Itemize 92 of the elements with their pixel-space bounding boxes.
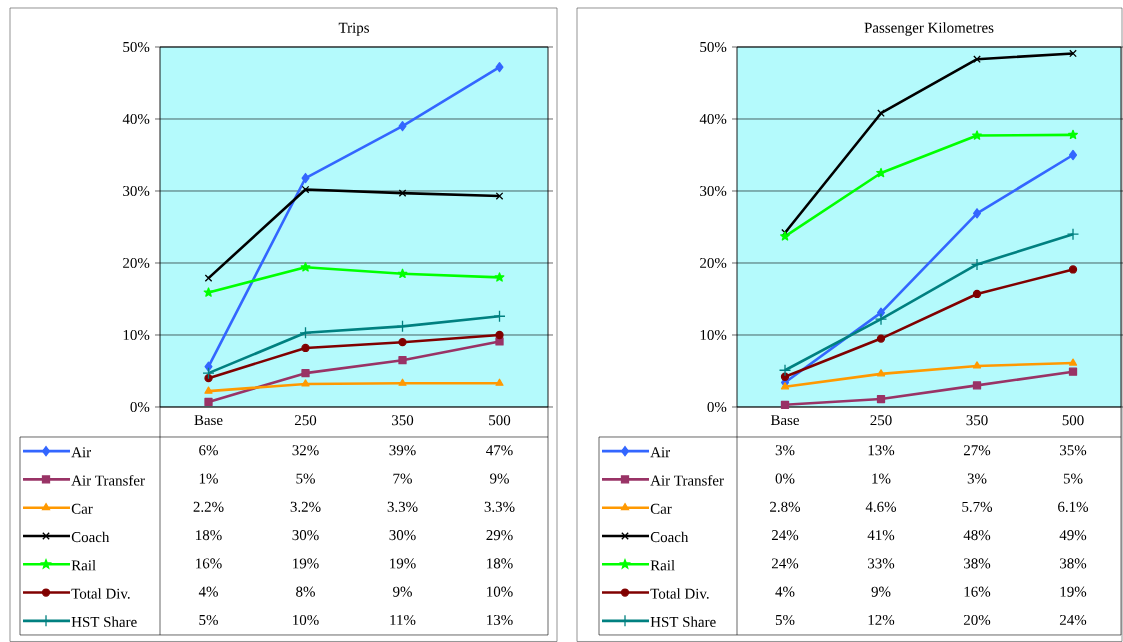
data-label: 41% xyxy=(867,530,895,541)
data-label: 20% xyxy=(963,614,991,626)
data-label: 19% xyxy=(390,558,416,569)
data-label: 49% xyxy=(1059,530,1087,541)
legend-label: Coach xyxy=(650,531,689,543)
data-label: 35% xyxy=(1060,445,1087,456)
legend-label: Total Div. xyxy=(650,588,709,599)
legend-label: HST Share xyxy=(650,616,716,627)
x-tick-label: 350 xyxy=(966,415,988,426)
data-label: 6% xyxy=(199,445,218,456)
data-label: 9% xyxy=(393,586,412,597)
data-label: 24% xyxy=(771,558,799,569)
data-label: 3.2% xyxy=(290,501,321,512)
legend-label: Rail xyxy=(650,559,675,571)
y-tick-label: 30% xyxy=(123,185,150,197)
data-label: 2.8% xyxy=(770,501,801,512)
y-tick-label: 30% xyxy=(700,185,727,197)
data-label: 9% xyxy=(871,586,891,597)
data-label: 38% xyxy=(1060,558,1087,569)
y-tick-label: 10% xyxy=(123,329,150,341)
data-label: 1% xyxy=(199,473,218,484)
data-label: 16% xyxy=(196,558,222,569)
y-tick-label: 0% xyxy=(707,401,727,413)
legend-label: Total Div. xyxy=(71,588,130,599)
data-label: 4% xyxy=(775,586,795,597)
legend-label: Car xyxy=(650,503,672,514)
x-tick-label: 250 xyxy=(870,415,892,426)
data-label: 19% xyxy=(293,558,319,569)
data-label: 2.2% xyxy=(193,501,224,512)
data-label: 12% xyxy=(868,614,895,626)
data-label: 6.1% xyxy=(1058,501,1089,512)
data-label: 48% xyxy=(963,530,991,541)
data-label: 24% xyxy=(771,530,799,541)
data-label: 5% xyxy=(775,614,795,626)
data-label: 47% xyxy=(486,445,513,456)
legend-label: Coach xyxy=(71,531,110,543)
x-tick-label: Base xyxy=(770,415,800,426)
y-tick-label: 0% xyxy=(130,401,150,413)
y-tick-label: 50% xyxy=(123,41,150,53)
data-label: 38% xyxy=(964,558,991,569)
data-label: 24% xyxy=(1059,614,1087,626)
data-label: 5% xyxy=(199,614,218,626)
data-label: 9% xyxy=(490,473,509,484)
data-label: 5% xyxy=(296,473,315,484)
chart-title: Trips xyxy=(338,22,369,36)
data-label: 19% xyxy=(1060,586,1087,597)
y-tick-label: 10% xyxy=(700,329,727,341)
y-tick-label: 40% xyxy=(699,113,727,125)
data-label: 16% xyxy=(964,586,991,597)
x-tick-label: 250 xyxy=(294,415,317,426)
data-label: 3.3% xyxy=(387,501,418,512)
data-label: 18% xyxy=(487,558,513,569)
data-label: 33% xyxy=(868,558,895,569)
data-label: 8% xyxy=(296,586,315,597)
x-tick-label: 500 xyxy=(1062,415,1084,426)
data-label: 3.3% xyxy=(484,501,515,512)
x-tick-label: 350 xyxy=(392,415,414,426)
y-tick-label: 40% xyxy=(122,113,150,125)
data-label: 10% xyxy=(293,614,319,626)
data-label: 1% xyxy=(872,473,891,484)
x-tick-label: Base xyxy=(194,415,223,426)
data-label: 7% xyxy=(393,473,412,484)
data-label: 3% xyxy=(967,473,987,484)
data-label: 18% xyxy=(196,530,222,541)
legend-label: Air Transfer xyxy=(650,474,724,486)
data-label: 13% xyxy=(868,445,895,456)
data-label: 32% xyxy=(292,445,319,456)
data-label: 3% xyxy=(775,445,795,456)
data-label: 30% xyxy=(292,530,319,541)
data-label: 39% xyxy=(389,445,416,456)
data-label: 0% xyxy=(775,473,795,484)
y-tick-label: 20% xyxy=(123,257,150,269)
data-label: 29% xyxy=(486,530,513,541)
y-tick-label: 20% xyxy=(700,257,727,269)
x-tick-label: 500 xyxy=(489,415,511,426)
data-label: 4.6% xyxy=(865,501,897,512)
data-label: 13% xyxy=(487,614,513,626)
data-label: 30% xyxy=(389,530,416,541)
data-label: 5% xyxy=(1063,473,1083,484)
legend-label: Air Transfer xyxy=(71,474,145,486)
legend-label: Air xyxy=(650,447,670,458)
legend-label: Rail xyxy=(71,559,96,571)
data-label: 4% xyxy=(198,586,218,597)
legend-label: Air xyxy=(71,447,91,458)
y-tick-label: 50% xyxy=(700,41,727,53)
data-label: 10% xyxy=(487,586,513,597)
data-label: 27% xyxy=(963,445,991,456)
data-label: 11% xyxy=(390,614,416,626)
data-label: 5.7% xyxy=(962,501,993,512)
legend-label: HST Share xyxy=(71,616,137,627)
chart-title: Passenger Kilometres xyxy=(864,22,994,36)
legend-label: Car xyxy=(71,503,93,514)
